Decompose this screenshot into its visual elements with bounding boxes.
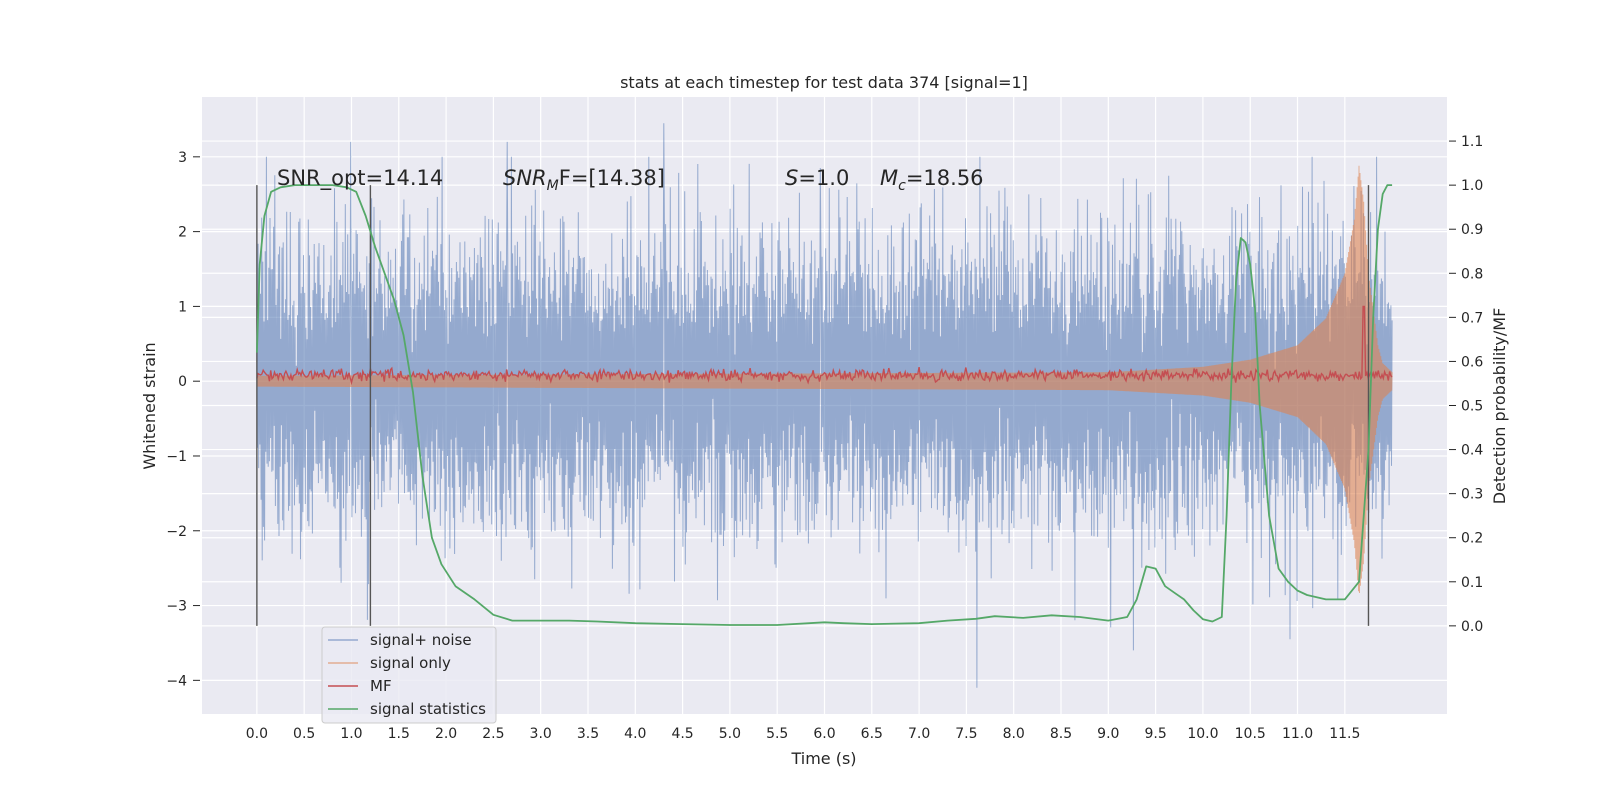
snr-mf-symbol: SNR (503, 166, 547, 190)
series-mf (256, 305, 1393, 386)
y-left-tick-label: 1 (178, 299, 187, 315)
y-right-tick-label: 0.7 (1461, 310, 1483, 326)
legend-label-mf: MF (370, 677, 392, 695)
y-left-tick-label: −4 (166, 673, 187, 689)
x-tick-label: 10.0 (1187, 726, 1218, 742)
y-right-tick-label: 1.0 (1461, 178, 1483, 194)
x-tick-label: 5.5 (766, 726, 788, 742)
legend: signal+ noise signal only MF signal stat… (321, 626, 497, 724)
y-right-tick-label: 0.9 (1461, 222, 1483, 238)
legend-label-signal-noise: signal+ noise (370, 631, 472, 649)
x-tick-label: 6.0 (813, 726, 835, 742)
annotation-mc: Mc=18.56 (880, 166, 984, 194)
x-tick-label: 3.0 (530, 726, 552, 742)
x-tick-label: 11.5 (1329, 726, 1360, 742)
y-right-tick-label: 0.2 (1461, 531, 1483, 547)
mc-symbol: M (880, 166, 898, 190)
marker-lines (256, 185, 1370, 626)
y-left-tick-label: −1 (166, 449, 187, 465)
x-tick-label: 0.0 (246, 726, 268, 742)
y-left-tick-label: 0 (178, 374, 187, 390)
y-left-tick-label: 2 (178, 225, 187, 241)
mc-value: =18.56 (906, 166, 984, 190)
y-right-tick-label: 0.8 (1461, 266, 1483, 282)
x-tick-label: 6.5 (861, 726, 883, 742)
x-tick-label: 10.5 (1235, 726, 1266, 742)
x-tick-label: 11.0 (1282, 726, 1313, 742)
x-tick-label: 3.5 (577, 726, 599, 742)
snr-mf-subscript: M (547, 178, 559, 194)
mc-subscript: c (898, 178, 906, 194)
signal-statistics-line (256, 184, 1393, 626)
s-value: =1.0 (798, 166, 849, 190)
y-right-tick-label: 0.5 (1461, 399, 1483, 415)
x-axis-label: Time (s) (790, 749, 856, 768)
x-tick-label: 4.5 (671, 726, 693, 742)
x-tick-label: 1.5 (388, 726, 410, 742)
x-tick-label: 8.0 (1003, 726, 1025, 742)
signal-noise-line (256, 123, 1393, 688)
mf-line (256, 305, 1393, 386)
y-left-tick-label: −2 (166, 524, 187, 540)
x-tick-labels: 0.0 0.5 1.0 1.5 2.0 2.5 3.0 3.5 4.0 4.5 5.0 5.5 6.0 6… (246, 726, 1361, 742)
series-signal-statistics (256, 184, 1393, 626)
y-left-tick-label: 3 (178, 150, 187, 166)
x-tick-label: 7.5 (955, 726, 977, 742)
x-tick-label: 4.0 (624, 726, 646, 742)
x-tick-label: 2.0 (435, 726, 457, 742)
annotation-snr-mf: SNRMF=[14.38] (503, 166, 665, 194)
y-right-tick-label: 0.3 (1461, 487, 1483, 503)
y-right-tick-label: 1.1 (1461, 134, 1483, 150)
y-right-tick-labels: 1.1 1.0 0.9 0.8 0.7 0.6 0.5 0.4 0.3 0.2 0.1 0.0 (1449, 134, 1483, 635)
x-tick-label: 8.5 (1050, 726, 1072, 742)
snr-mf-value: F=[14.38] (559, 166, 665, 190)
annotation-snr-opt: SNR_opt=14.14 (277, 166, 443, 191)
y-right-tick-label: 0.4 (1461, 443, 1483, 459)
x-tick-label: 9.0 (1097, 726, 1119, 742)
y-right-tick-label: 0.6 (1461, 354, 1483, 370)
y-left-tick-label: −3 (166, 599, 187, 615)
y-right-tick-label: 0.0 (1461, 619, 1483, 635)
x-tick-label: 9.5 (1144, 726, 1166, 742)
y-axis-label: Whitened strain (140, 342, 159, 469)
x-tick-label: 2.5 (482, 726, 504, 742)
chart-title: stats at each timestep for test data 374… (620, 73, 1028, 92)
y-right-tick-label: 0.1 (1461, 575, 1483, 591)
legend-box (321, 626, 497, 724)
annotation-s: S=1.0 (785, 166, 849, 190)
x-tick-label: 1.0 (340, 726, 362, 742)
s-symbol: S (785, 166, 798, 190)
y-axis-right-label: Detection probability/MF (1490, 308, 1509, 505)
y-left-tick-labels: 3 2 1 0 −1 −2 −3 −4 (166, 150, 200, 689)
series-signal-noise (256, 123, 1393, 688)
x-tick-label: 5.0 (719, 726, 741, 742)
x-tick-label: 0.5 (293, 726, 315, 742)
legend-label-signal-only: signal only (370, 654, 451, 672)
x-tick-label: 7.0 (908, 726, 930, 742)
legend-label-signal-statistics: signal statistics (370, 700, 486, 718)
